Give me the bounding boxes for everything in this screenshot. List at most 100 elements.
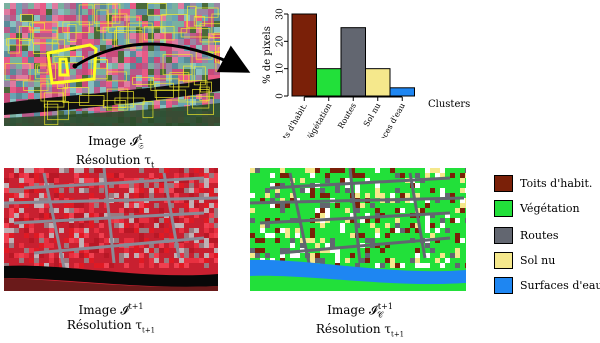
pixel [370,188,375,193]
pixel [380,173,385,178]
pixel [265,218,270,223]
pixel [88,45,94,51]
pixel [16,75,22,81]
pixel [350,248,355,253]
pixel [460,208,465,213]
pixel [82,3,88,9]
pixel [196,57,202,63]
pixel [76,57,82,63]
pixel [29,258,34,263]
pixel [34,188,39,193]
legend-label: Sol nu [520,253,556,267]
pixel [89,168,94,173]
pixel [214,9,220,15]
pixel [106,63,112,69]
infrared-image [4,168,218,291]
pixel [130,39,136,45]
pixel [174,183,179,188]
pixel [52,21,58,27]
pixel [196,27,202,33]
pixel [355,208,360,213]
pixel [144,238,149,243]
pixel [214,188,218,193]
pixel [375,208,380,213]
pixel [204,178,209,183]
pixel [196,21,202,27]
pixel [89,213,94,218]
pixel [285,243,290,248]
pixel [82,21,88,27]
pixel [106,9,112,15]
pixel [139,243,144,248]
pixel [204,193,209,198]
pixel [46,93,52,99]
pixel [345,173,350,178]
pixel [100,63,106,69]
pixel [285,198,290,203]
pixel [189,248,194,253]
segment-outline [96,9,108,32]
segment-outline [154,82,174,98]
pixel [130,57,136,63]
pixel [260,248,265,253]
caption-bottom-right: Image 𝓘𝒞t+1 Résolution τt+1 [300,299,420,343]
pixel [190,21,196,27]
pixel [445,258,450,263]
pixel [16,111,22,117]
pixel [194,168,199,173]
pixel [124,87,130,93]
pixel [154,183,159,188]
pixel [149,253,154,258]
pixel [345,183,350,188]
pixel [430,188,435,193]
pixel [280,208,285,213]
pixel [19,183,24,188]
pixel [179,228,184,233]
pixel [148,21,154,27]
pixel [109,193,114,198]
y-tick-label: 20 [276,35,286,47]
pixel [440,248,445,253]
pixel [58,9,64,15]
pixel [22,33,28,39]
pixel [190,57,196,63]
road [348,168,362,264]
segment-outline [193,16,206,27]
pixel [159,173,164,178]
pixel [28,81,34,87]
segment-outline [102,26,117,41]
pixel [194,228,199,233]
pixel [104,173,109,178]
pixel [79,188,84,193]
pixel [69,253,74,258]
pixel [34,198,39,203]
segment-outline [29,22,45,31]
pixel [465,218,466,223]
pixel [88,87,94,93]
pixel [16,15,22,21]
pixel [166,45,172,51]
caption-superscript: t+1 [377,302,393,311]
pixel [172,63,178,69]
pixel [74,173,79,178]
pixel [172,51,178,57]
pixel [430,208,435,213]
pixel [70,3,76,9]
pixel [184,3,190,9]
pixel [89,218,94,223]
pixel [340,188,345,193]
pixel [28,15,34,21]
pixel [4,15,10,21]
pixel [190,39,196,45]
segment-outline [208,37,220,53]
pixel [94,203,99,208]
pixel [124,178,129,183]
pixel [335,253,340,258]
pixel [280,173,285,178]
pixel [64,203,69,208]
pixel [58,111,64,117]
pixel [88,3,94,9]
pixel [209,243,214,248]
segment-outline [35,63,56,80]
pixel [172,39,178,45]
